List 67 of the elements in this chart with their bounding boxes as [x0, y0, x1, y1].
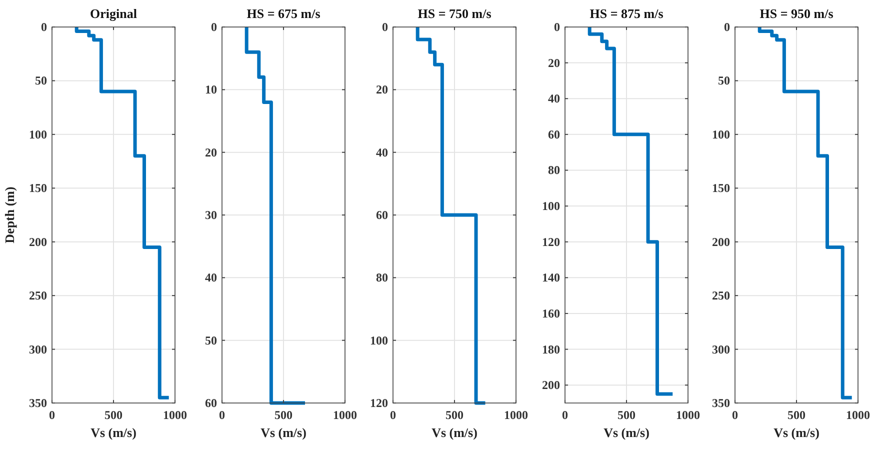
y-tick-label: 0 — [382, 20, 388, 34]
chart-title: HS = 950 m/s — [760, 6, 834, 21]
x-tick-label: 1000 — [333, 408, 357, 422]
y-tick-label: 300 — [712, 342, 730, 356]
y-tick-label: 120 — [542, 234, 560, 249]
x-tick-label: 500 — [274, 408, 292, 422]
x-axis-title: Vs (m/s) — [90, 425, 136, 440]
y-tick-label: 350 — [712, 396, 730, 410]
x-tick-label: 500 — [788, 408, 806, 422]
chart-title: HS = 750 m/s — [418, 6, 492, 21]
y-tick-label: 150 — [712, 181, 730, 196]
line-series — [416, 25, 487, 405]
y-tick-label: 100 — [370, 333, 388, 348]
y-tick-label: 100 — [712, 127, 730, 142]
y-tick-label: 20 — [205, 145, 217, 160]
x-tick-label: 500 — [446, 408, 464, 422]
y-tick-label: 140 — [542, 270, 560, 285]
y-tick-label: 80 — [548, 163, 560, 178]
y-tick-label: 0 — [41, 20, 47, 34]
y-tick-label: 60 — [376, 208, 388, 222]
y-tick-label: 250 — [712, 288, 730, 303]
y-tick-label: 80 — [376, 270, 388, 285]
chart-title: Original — [90, 6, 138, 21]
x-tick-label: 1000 — [163, 408, 187, 422]
x-tick-label: 1000 — [676, 408, 700, 422]
y-tick-label: 50 — [205, 333, 217, 348]
x-axis-title: Vs (m/s) — [260, 425, 306, 440]
y-tick-label: 60 — [205, 396, 217, 410]
y-tick-label: 200 — [29, 234, 47, 249]
y-tick-label: 10 — [205, 82, 217, 97]
y-tick-label: 0 — [554, 20, 560, 34]
x-axis-title: Vs (m/s) — [774, 425, 820, 440]
x-tick-label: 1000 — [846, 408, 870, 422]
x-tick-label: 500 — [618, 408, 636, 422]
y-tick-label: 180 — [542, 342, 560, 356]
y-tick-label: 300 — [29, 342, 47, 356]
line-series — [758, 25, 854, 400]
line-series — [74, 25, 171, 400]
y-tick-label: 200 — [712, 234, 730, 249]
x-tick-label: 500 — [104, 408, 122, 422]
y-tick-label: 160 — [542, 306, 560, 320]
y-tick-label: 120 — [370, 396, 388, 410]
line-series — [244, 25, 307, 405]
x-axis-title: Vs (m/s) — [604, 425, 650, 440]
y-tick-label: 30 — [205, 208, 217, 222]
y-tick-label: 100 — [542, 199, 560, 214]
y-axis-title: Depth (m) — [2, 186, 17, 244]
y-tick-label: 0 — [724, 20, 730, 34]
y-tick-label: 40 — [548, 92, 560, 106]
y-tick-label: 40 — [205, 270, 217, 285]
y-tick-label: 150 — [29, 181, 47, 196]
y-tick-label: 40 — [376, 145, 388, 160]
y-tick-label: 250 — [29, 288, 47, 303]
y-tick-label: 20 — [548, 56, 560, 70]
y-tick-label: 350 — [29, 396, 47, 410]
y-tick-label: 50 — [35, 74, 47, 88]
line-series — [588, 25, 674, 396]
y-tick-label: 200 — [542, 378, 560, 392]
x-tick-label: 1000 — [504, 408, 528, 422]
x-axis-title: Vs (m/s) — [432, 425, 478, 440]
chart-title: HS = 875 m/s — [590, 6, 664, 21]
y-tick-label: 0 — [211, 20, 217, 34]
y-tick-label: 100 — [29, 127, 47, 142]
chart-title: HS = 675 m/s — [246, 6, 320, 21]
y-tick-label: 20 — [376, 82, 388, 97]
y-tick-label: 60 — [548, 127, 560, 142]
y-tick-label: 50 — [718, 74, 730, 88]
